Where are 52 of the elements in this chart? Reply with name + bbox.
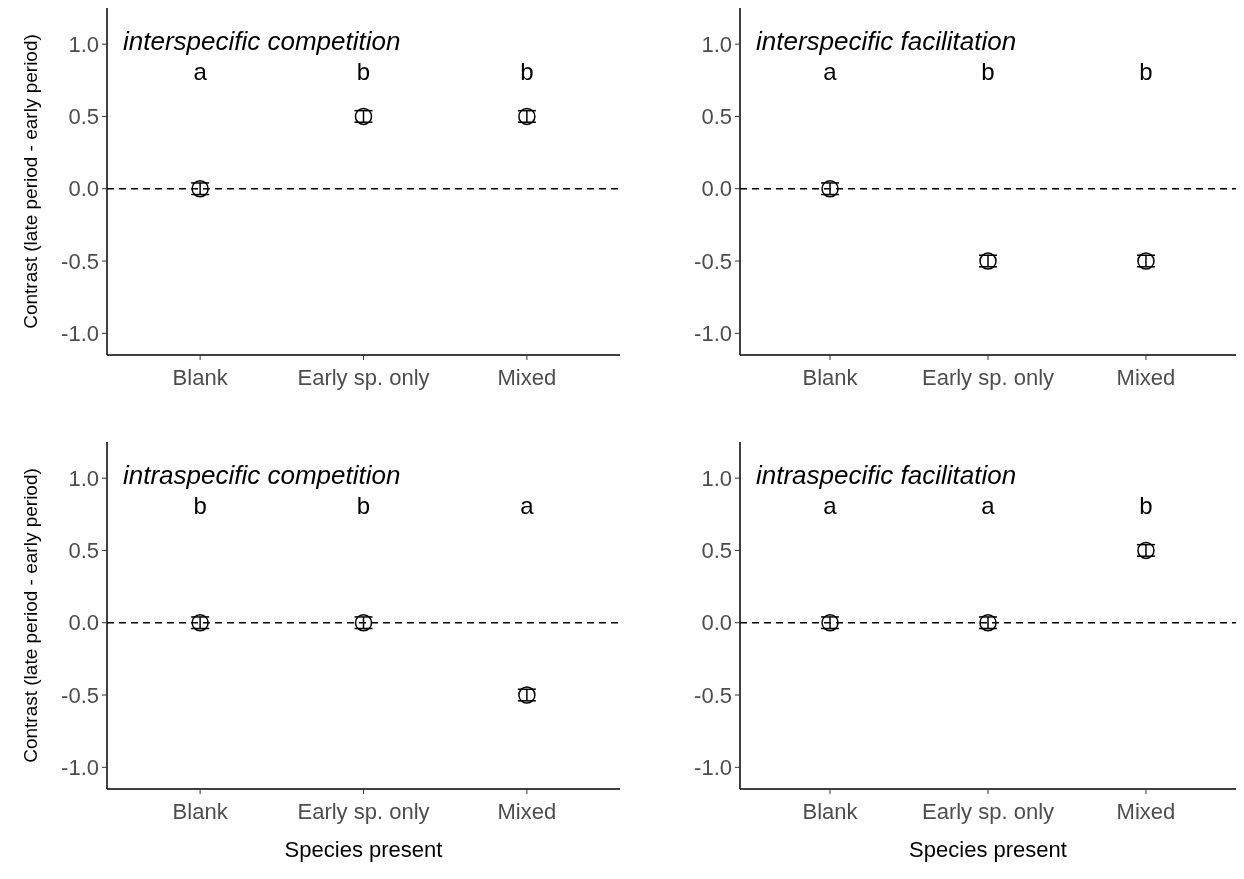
y-tick-label: 1.0 xyxy=(701,465,732,491)
y-tick-label: -1.0 xyxy=(61,755,99,781)
y-tick-label: 0.0 xyxy=(701,610,732,636)
x-tick-label: Early sp. only xyxy=(297,365,430,390)
annotation: b xyxy=(981,58,995,85)
y-tick-label: 1.0 xyxy=(68,465,99,491)
y-axis-title: Contrast (late period - early period) xyxy=(20,468,41,763)
x-tick-label: Mixed xyxy=(497,799,557,824)
y-tick-label: -0.5 xyxy=(694,682,732,708)
y-tick-label: 0.5 xyxy=(701,104,732,130)
x-tick-label: Early sp. only xyxy=(297,799,430,824)
text: interspecific facilitation xyxy=(756,26,1017,56)
x-tick-label: Blank xyxy=(802,799,859,824)
annotation: b xyxy=(356,492,371,519)
y-tick-label: 0.0 xyxy=(68,610,99,636)
annotation: a xyxy=(823,58,838,85)
annotation: a xyxy=(981,492,996,519)
annotation: b xyxy=(193,492,207,519)
x-tick-label: Blank xyxy=(802,365,859,390)
x-axis-title: Species present xyxy=(909,837,1067,862)
text: intraspecific facilitation xyxy=(756,460,1017,490)
y-tick-label: -1.0 xyxy=(694,755,732,781)
x-tick-label: Blank xyxy=(172,799,229,824)
y-axis-title: Contrast (late period - early period) xyxy=(20,34,41,329)
annotation: a xyxy=(520,492,535,519)
y-tick-label: -0.5 xyxy=(61,682,99,708)
y-tick-label: 0.5 xyxy=(68,538,99,564)
x-tick-label: Mixed xyxy=(1116,365,1176,390)
x-axis-title: Species present xyxy=(284,837,443,862)
annotation: b xyxy=(1139,58,1153,85)
annotation: b xyxy=(520,58,534,85)
annotation: b xyxy=(356,58,371,85)
y-tick-label: -1.0 xyxy=(694,321,732,347)
annotation: a xyxy=(823,492,838,519)
x-tick-label: Blank xyxy=(172,365,229,390)
y-tick-label: 1.0 xyxy=(701,31,732,57)
y-tick-label: -0.5 xyxy=(61,248,99,274)
y-tick-label: -1.0 xyxy=(61,321,99,347)
y-tick-label: 0.5 xyxy=(68,104,99,130)
annotation: b xyxy=(1139,492,1153,519)
x-tick-label: Mixed xyxy=(1116,799,1176,824)
annotation: a xyxy=(193,58,208,85)
y-tick-label: 1.0 xyxy=(68,31,99,57)
x-tick-label: Early sp. only xyxy=(921,799,1055,824)
x-tick-label: Early sp. only xyxy=(921,365,1055,390)
text: interspecific competition xyxy=(123,26,401,56)
y-tick-label: 0.5 xyxy=(701,538,732,564)
text: intraspecific competition xyxy=(123,460,401,490)
y-tick-label: 0.0 xyxy=(68,176,99,202)
y-tick-label: 0.0 xyxy=(701,176,732,202)
y-tick-label: -0.5 xyxy=(694,248,732,274)
x-tick-label: Mixed xyxy=(497,365,557,390)
